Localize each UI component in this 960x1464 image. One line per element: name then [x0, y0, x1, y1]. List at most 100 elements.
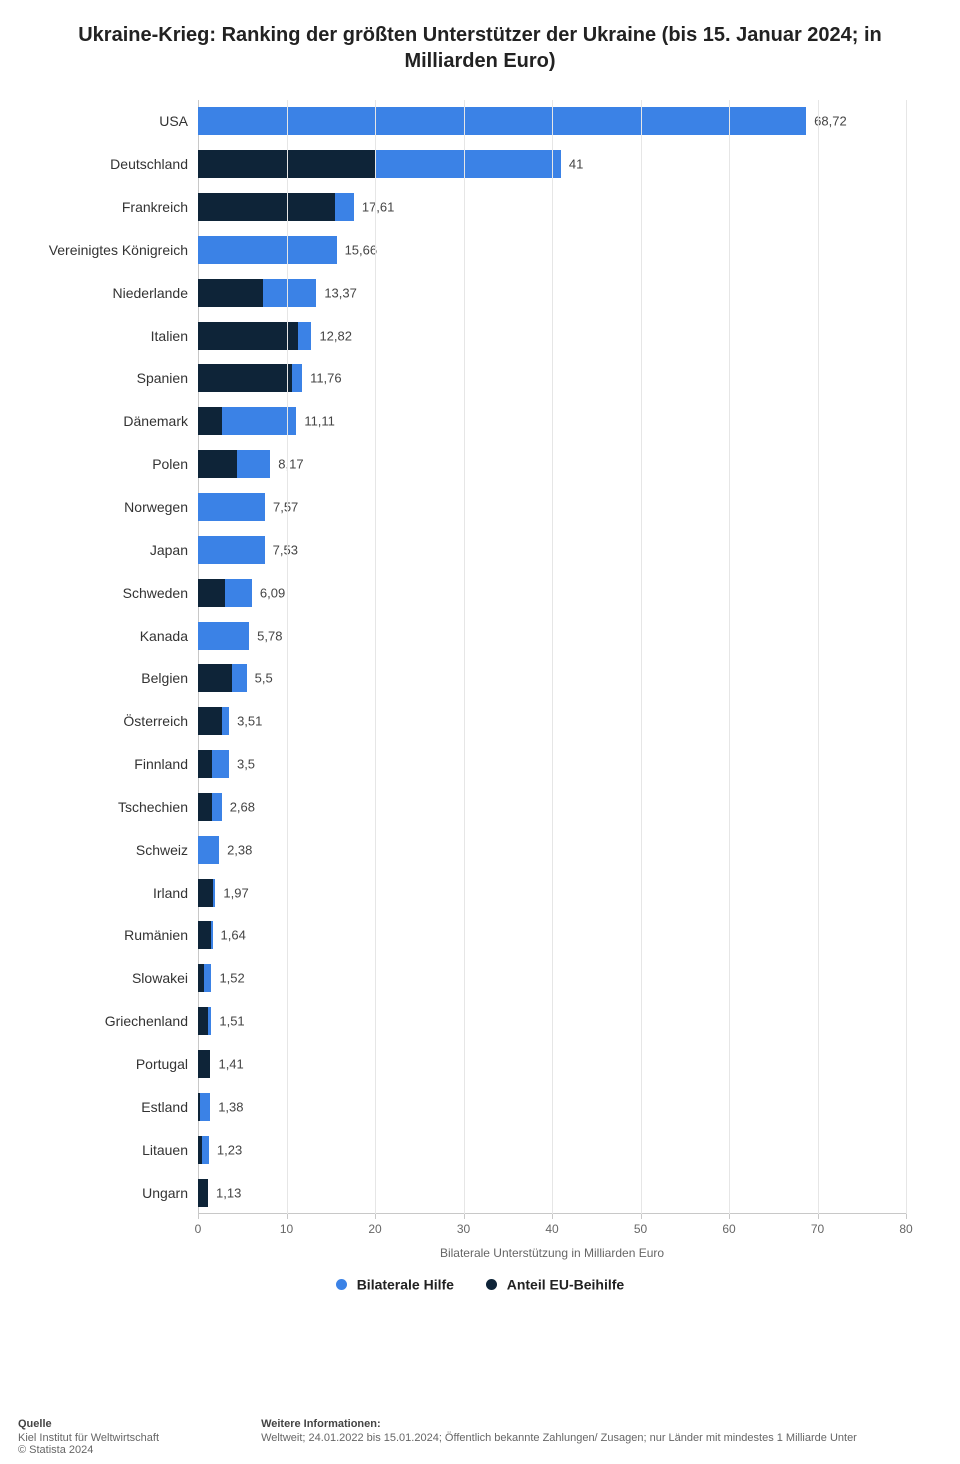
- bar-eu-share: [198, 407, 222, 435]
- value-label: 15,66: [345, 242, 378, 257]
- bar-eu-share: [198, 1093, 200, 1121]
- category-label: Vereinigtes Königreich: [18, 242, 196, 258]
- value-label: 12,82: [319, 328, 352, 343]
- bar-total: [198, 836, 219, 864]
- x-tick: [729, 1214, 730, 1219]
- x-tick: [464, 1214, 465, 1219]
- category-label: Tschechien: [18, 799, 196, 815]
- value-label: 17,61: [362, 200, 395, 215]
- bar-eu-share: [198, 793, 212, 821]
- footer-left-heading: Quelle: [18, 1418, 258, 1430]
- x-tick-label: 60: [722, 1222, 735, 1236]
- bar-eu-share: [198, 921, 211, 949]
- grid-line: [818, 100, 819, 1214]
- category-label: Ungarn: [18, 1185, 196, 1201]
- legend-label-total: Bilaterale Hilfe: [357, 1276, 454, 1292]
- x-tick-label: 70: [811, 1222, 824, 1236]
- category-label: Dänemark: [18, 413, 196, 429]
- chart-page: Ukraine-Krieg: Ranking der größten Unter…: [0, 0, 960, 1464]
- bar-eu-share: [198, 750, 212, 778]
- value-label: 13,37: [324, 285, 357, 300]
- footer-right-heading: Weitere Informationen:: [261, 1418, 951, 1430]
- bar-eu-share: [198, 1179, 208, 1207]
- bar-eu-share: [198, 964, 204, 992]
- footer-right: Weitere Informationen: Weltweit; 24.01.2…: [261, 1418, 951, 1444]
- bar-eu-share: [198, 1050, 210, 1078]
- category-label: Irland: [18, 885, 196, 901]
- value-label: 1,64: [221, 928, 246, 943]
- bar-eu-share: [198, 322, 298, 350]
- category-label: Frankreich: [18, 199, 196, 215]
- plot-area: USA68,72Deutschland41Frankreich17,61Vere…: [198, 100, 906, 1214]
- grid-line: [552, 100, 553, 1214]
- x-tick-label: 20: [368, 1222, 381, 1236]
- footer-source: Kiel Institut für Weltwirtschaft: [18, 1432, 258, 1444]
- category-label: Italien: [18, 328, 196, 344]
- footer-left: Quelle Kiel Institut für Weltwirtschaft …: [18, 1418, 258, 1456]
- x-tick: [375, 1214, 376, 1219]
- category-label: Slowakei: [18, 970, 196, 986]
- bar-eu-share: [198, 450, 237, 478]
- grid-line: [464, 100, 465, 1214]
- x-tick-label: 40: [545, 1222, 558, 1236]
- value-label: 1,13: [216, 1185, 241, 1200]
- bar-total: [198, 536, 265, 564]
- bar-eu-share: [198, 193, 335, 221]
- category-label: Österreich: [18, 713, 196, 729]
- grid-line: [287, 100, 288, 1214]
- value-label: 7,53: [273, 542, 298, 557]
- value-label: 1,38: [218, 1099, 243, 1114]
- grid-line: [906, 100, 907, 1214]
- chart-zone: USA68,72Deutschland41Frankreich17,61Vere…: [18, 100, 942, 1300]
- category-label: USA: [18, 113, 196, 129]
- value-label: 1,51: [219, 1014, 244, 1029]
- legend-swatch-eu: [486, 1279, 497, 1290]
- value-label: 1,97: [223, 885, 248, 900]
- value-label: 6,09: [260, 585, 285, 600]
- category-label: Spanien: [18, 370, 196, 386]
- legend: Bilaterale Hilfe Anteil EU-Beihilfe: [18, 1275, 942, 1292]
- x-tick-label: 30: [457, 1222, 470, 1236]
- category-label: Griechenland: [18, 1013, 196, 1029]
- value-label: 8,17: [278, 457, 303, 472]
- bar-eu-share: [198, 579, 225, 607]
- x-tick: [198, 1214, 199, 1219]
- grid-line: [641, 100, 642, 1214]
- value-label: 1,23: [217, 1142, 242, 1157]
- bar-total: [198, 236, 337, 264]
- x-tick: [552, 1214, 553, 1219]
- value-label: 1,52: [219, 971, 244, 986]
- grid-line: [375, 100, 376, 1214]
- x-axis-title: Bilaterale Unterstützung in Milliarden E…: [198, 1246, 906, 1260]
- value-label: 5,5: [255, 671, 273, 686]
- bar-eu-share: [198, 1136, 202, 1164]
- x-tick-label: 10: [280, 1222, 293, 1236]
- x-tick: [906, 1214, 907, 1219]
- legend-label-eu: Anteil EU-Beihilfe: [507, 1276, 624, 1292]
- footer: Quelle Kiel Institut für Weltwirtschaft …: [18, 1418, 960, 1456]
- x-tick: [641, 1214, 642, 1219]
- footer-copyright: © Statista 2024: [18, 1444, 258, 1456]
- bar-eu-share: [198, 1007, 208, 1035]
- bar-total: [198, 1093, 210, 1121]
- category-label: Schweiz: [18, 842, 196, 858]
- category-label: Estland: [18, 1099, 196, 1115]
- category-label: Norwegen: [18, 499, 196, 515]
- value-label: 2,38: [227, 842, 252, 857]
- value-label: 3,5: [237, 757, 255, 772]
- value-label: 11,76: [310, 371, 342, 386]
- x-tick-label: 80: [899, 1222, 912, 1236]
- legend-swatch-total: [336, 1279, 347, 1290]
- category-label: Polen: [18, 456, 196, 472]
- value-label: 68,72: [814, 114, 847, 129]
- value-label: 3,51: [237, 714, 262, 729]
- x-tick-label: 0: [195, 1222, 202, 1236]
- bar-total: [198, 622, 249, 650]
- category-label: Kanada: [18, 628, 196, 644]
- value-label: 41: [569, 157, 583, 172]
- chart-title: Ukraine-Krieg: Ranking der größten Unter…: [58, 22, 902, 74]
- category-label: Rumänien: [18, 927, 196, 943]
- category-label: Schweden: [18, 585, 196, 601]
- category-label: Portugal: [18, 1056, 196, 1072]
- grid-line: [729, 100, 730, 1214]
